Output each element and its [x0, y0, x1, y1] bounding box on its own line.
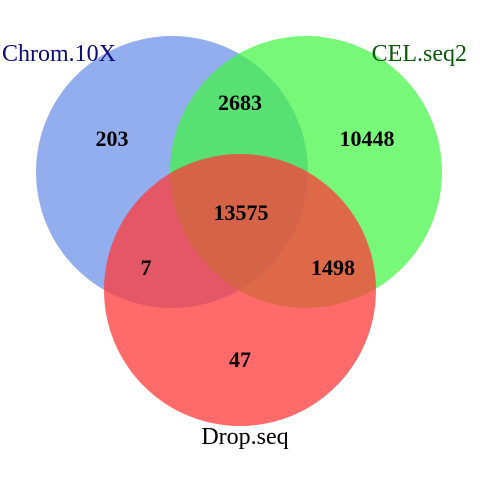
region-count-chrom-10x-cel-seq2: 2683 [218, 90, 262, 115]
region-count-all-three: 13575 [214, 200, 269, 225]
region-count-chrom-10x-only: 203 [96, 126, 129, 151]
set-label-cel-seq2: CEL.seq2 [372, 41, 467, 67]
region-count-drop-seq-only: 47 [229, 347, 251, 372]
region-count-cel-seq2-drop-seq: 1498 [311, 255, 355, 280]
set-label-drop-seq: Drop.seq [201, 424, 288, 450]
set-label-chrom-10x: Chrom.10X [2, 41, 116, 67]
region-count-chrom-10x-drop-seq: 7 [141, 255, 152, 280]
region-count-cel-seq2-only: 10448 [340, 126, 395, 151]
set-circle-drop-seq [104, 154, 376, 426]
